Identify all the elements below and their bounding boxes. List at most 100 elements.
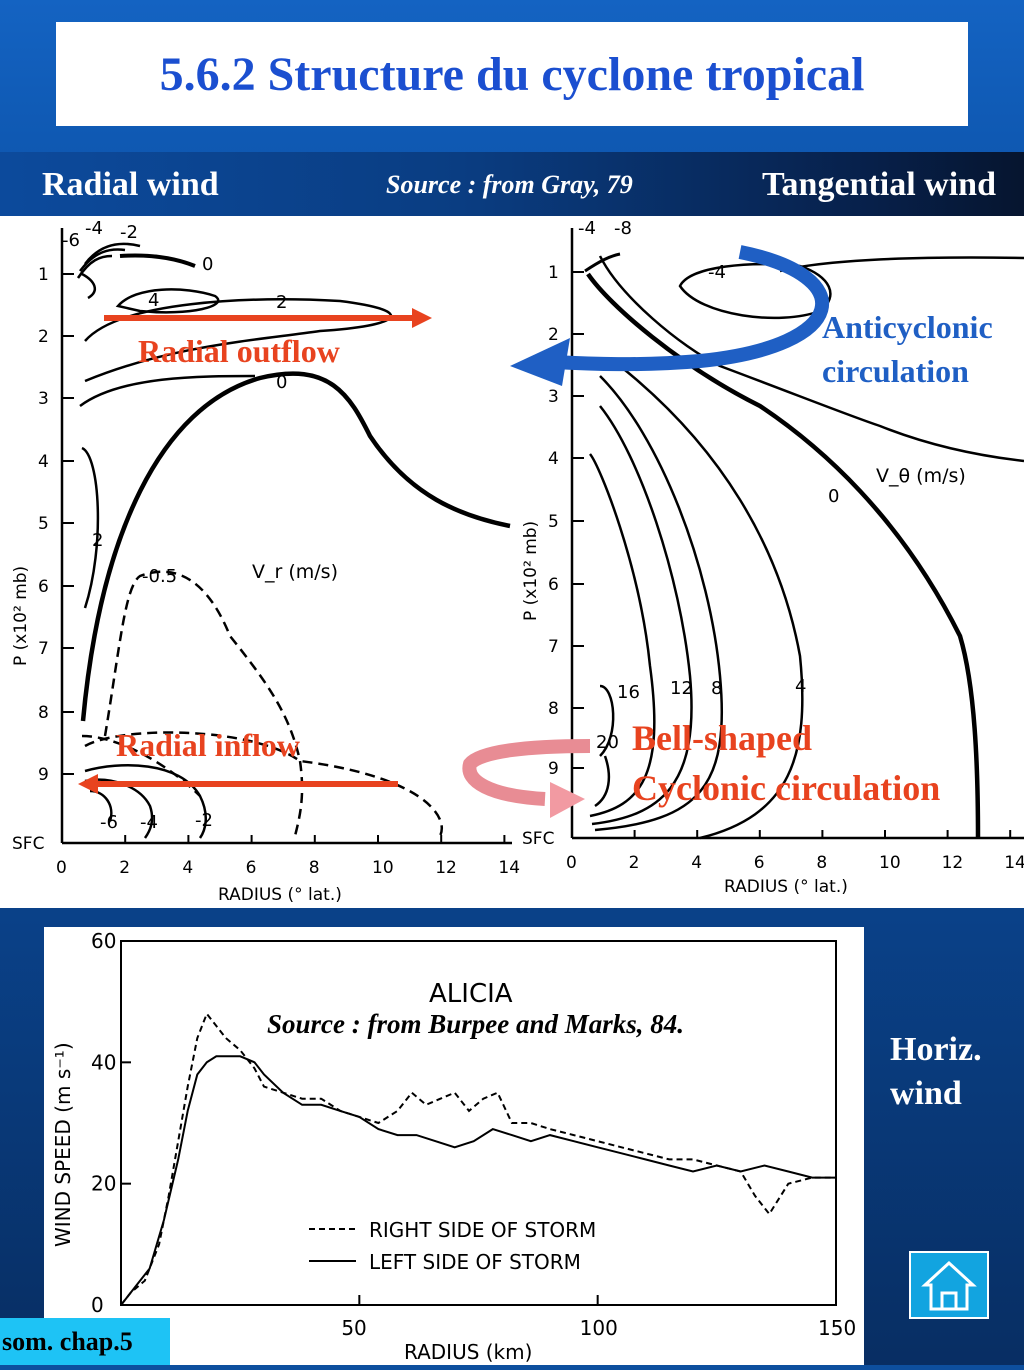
contour-line: [678, 262, 832, 320]
x-tick-label: 4: [182, 858, 193, 878]
alicia-chart: 0501001500204060 ALICIA Source : from Bu…: [44, 927, 864, 1365]
contour-label: -4: [140, 812, 158, 833]
title-box: 5.6.2 Structure du cyclone tropical: [56, 22, 968, 126]
contour-label: 4: [148, 290, 159, 311]
y-axis-label: WIND SPEED (m s⁻¹): [51, 1042, 75, 1247]
contour-label: 0: [202, 254, 213, 275]
contour-line: [76, 254, 113, 279]
y-tick-label: 20: [91, 1172, 116, 1196]
cyclonic-arrow: [462, 739, 591, 818]
x-axis-label: RADIUS (km): [404, 1340, 532, 1364]
y-tick-label: 2: [548, 325, 559, 345]
horiz-label-line1: Horiz.: [890, 1031, 982, 1068]
radial-quantity-label: V_r (m/s): [252, 561, 338, 583]
axis-labels: RADIUS (° lat.) P (x10² mb) RADIUS (° la…: [11, 521, 848, 905]
y-tick-label: 5: [38, 514, 49, 534]
alicia-series: [120, 1011, 836, 1306]
series-left-side: [120, 1055, 836, 1306]
y-tick-label: 9: [38, 765, 49, 785]
contour-label: -2: [195, 810, 213, 831]
contour-label: -2: [120, 222, 138, 243]
contour-label: 2: [276, 292, 287, 313]
y-tick-label: 4: [548, 449, 559, 469]
header-band: [0, 152, 1024, 216]
radial-outflow-arrow: [104, 308, 432, 328]
contour-line: [594, 375, 724, 832]
contour-label: -4: [708, 262, 726, 283]
contour-line: [103, 570, 304, 837]
y-tick-label: SFC: [522, 829, 554, 849]
source-gray-label: Source : from Gray, 79: [386, 170, 633, 199]
y-tick-label: 9: [548, 759, 559, 779]
contour-line: [619, 365, 804, 840]
contour-line: [594, 755, 611, 808]
contour-label: 12: [670, 678, 693, 699]
contour-label: 16: [617, 682, 640, 703]
left-x-axis-label: RADIUS (° lat.): [218, 885, 342, 905]
right-x-axis-label: RADIUS (° lat.): [724, 877, 848, 897]
x-tick-label: 12: [942, 853, 964, 873]
radial-wind-label: Radial wind: [42, 166, 219, 203]
contour-figure: 0 2 4 6 8 10 12 14 1 2 3 4 5 6 7 8 9 SFC 0 2 4 6 8 10 12 14 1 2 3 4 5…: [0, 216, 1024, 908]
source-burpee-label: Source : from Burpee and Marks, 84.: [267, 1009, 684, 1039]
legend-right-label: RIGHT SIDE OF STORM: [369, 1218, 596, 1242]
alicia-svg: 0501001500204060 ALICIA Source : from Bu…: [51, 929, 856, 1364]
contour-line: [84, 778, 154, 839]
contour-line: [115, 288, 220, 314]
x-tick-label: 6: [754, 853, 765, 873]
y-tick-label: 7: [38, 639, 49, 659]
chapter-summary-link[interactable]: som. chap.5: [0, 1318, 170, 1365]
contour-line: [79, 248, 126, 272]
contour-label: -0.5: [142, 566, 177, 587]
left-y-axis-label: P (x10² mb): [11, 566, 31, 666]
tangential-wind-label: Tangential wind: [762, 166, 996, 203]
anticyclonic-arrow: [510, 245, 829, 386]
y-tick-label: 60: [91, 929, 116, 953]
x-tick-label: 10: [879, 853, 901, 873]
house-icon: [921, 1260, 977, 1311]
horiz-wind-label: Horiz. wind: [890, 1028, 982, 1116]
y-tick-label: 3: [38, 389, 49, 409]
contour-label: 8: [711, 678, 722, 699]
x-tick-label: 4: [691, 853, 702, 873]
contour-label: 4: [795, 676, 806, 697]
y-tick-label: 6: [548, 575, 559, 595]
y-tick-label: 2: [38, 327, 49, 347]
contour-line: [586, 272, 981, 839]
radial-inflow-label: Radial inflow: [116, 727, 300, 763]
anticyclonic-label-1: Anticyclonic: [822, 309, 993, 345]
y-tick-label: 40: [91, 1050, 116, 1074]
contour-label: -4: [85, 218, 103, 239]
home-button[interactable]: [909, 1251, 989, 1319]
bell-shaped-label-1: Bell-shaped: [632, 718, 812, 758]
contour-line: [119, 253, 196, 268]
contour-label: 20: [596, 732, 619, 753]
x-tick-label: 12: [435, 858, 457, 878]
y-tick-label: SFC: [12, 834, 44, 854]
y-tick-label: 6: [38, 577, 49, 597]
y-tick-label: 7: [548, 637, 559, 657]
contour-line: [84, 242, 141, 265]
contour-label: -6: [100, 812, 118, 833]
contour-label: 0: [828, 486, 839, 507]
legend: RIGHT SIDE OF STORM LEFT SIDE OF STORM: [309, 1218, 596, 1274]
x-tick-label: 2: [629, 853, 640, 873]
contour-line: [84, 731, 443, 837]
x-tick-label: 100: [580, 1316, 618, 1340]
series-right-side: [120, 1011, 836, 1306]
contour-label: -8: [614, 218, 632, 239]
x-tick-label: 0: [566, 853, 577, 873]
x-tick-label: 50: [341, 1316, 366, 1340]
contour-label: 0: [276, 372, 287, 393]
y-tick-label: 8: [38, 703, 49, 723]
y-tick-label: 3: [548, 387, 559, 407]
contour-line: [588, 453, 656, 818]
radial-contour-labels: -6 -4 -2 0 4 2 0 2 -0.5 -6 -4 -2 V_r (m/…: [62, 218, 338, 833]
page-title: 5.6.2 Structure du cyclone tropical: [159, 47, 865, 101]
contour-line: [81, 272, 97, 300]
chart-title: ALICIA: [429, 979, 513, 1009]
plot-frame: [120, 940, 837, 1306]
y-tick-label: 0: [91, 1293, 104, 1317]
